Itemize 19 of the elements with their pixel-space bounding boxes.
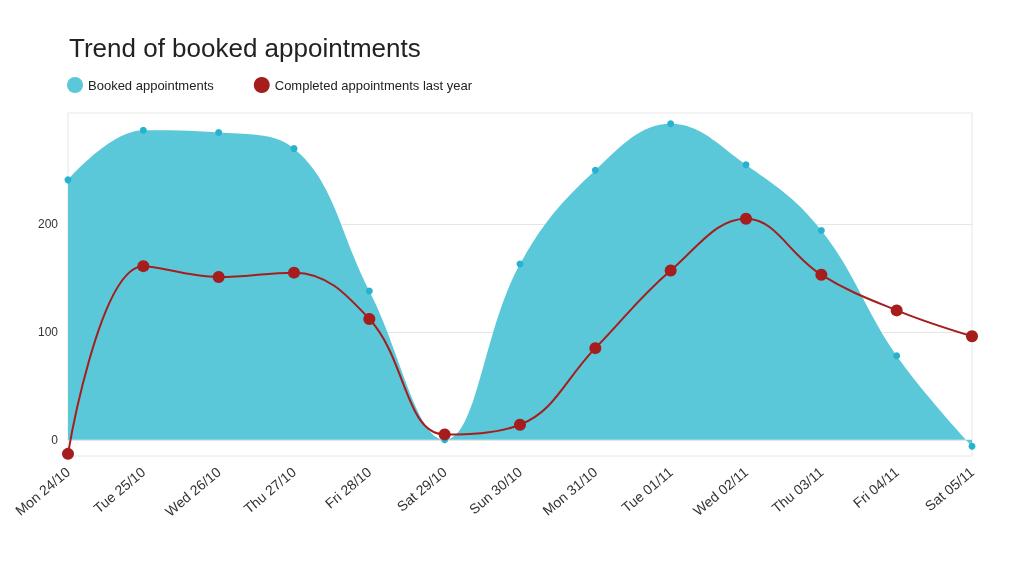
point	[740, 212, 752, 225]
point	[363, 313, 376, 326]
y-tick-label: 100	[37, 324, 59, 339]
legend-label: Booked appointments	[88, 77, 215, 93]
y-tick-label: 200	[37, 217, 59, 232]
chart-title: Trend of booked appointments	[69, 33, 421, 63]
point	[137, 260, 150, 273]
point	[589, 342, 602, 355]
point	[438, 428, 451, 441]
point	[514, 418, 526, 431]
point	[966, 330, 978, 343]
point	[212, 270, 225, 283]
point	[815, 268, 828, 281]
point	[288, 266, 300, 279]
point	[664, 264, 677, 277]
y-tick-label: 0	[51, 432, 59, 447]
point	[890, 304, 903, 317]
point	[62, 447, 74, 460]
legend-label: Completed appointments last year	[274, 77, 473, 93]
